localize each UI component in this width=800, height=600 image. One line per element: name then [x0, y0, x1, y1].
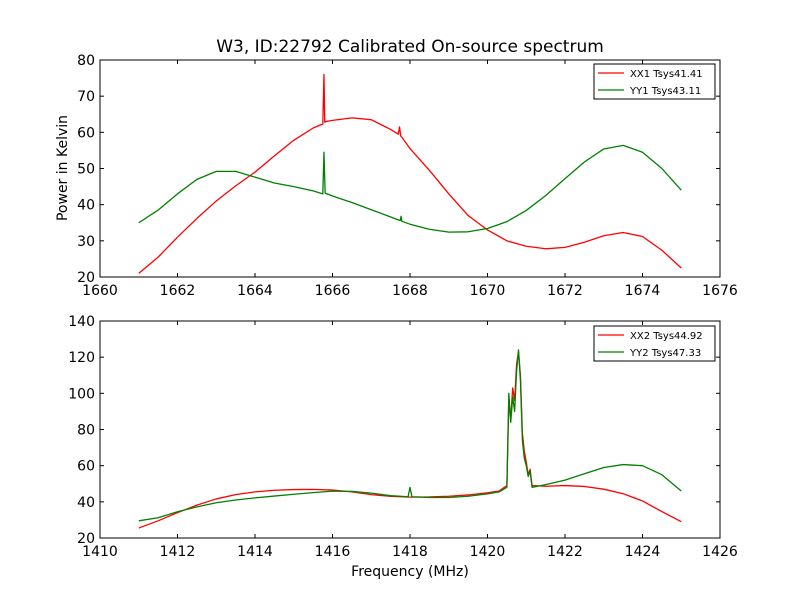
- bottom-x-tick-label: 1410: [82, 544, 118, 560]
- top-x-tick-label: 1662: [160, 283, 196, 299]
- bottom-legend: XX2 Tsys44.92 YY2 Tsys47.33: [593, 325, 716, 362]
- bottom-y-tick-label: 140: [68, 314, 95, 330]
- top-x-tick-label: 1676: [702, 283, 738, 299]
- top-legend-label-yy1: YY1 Tsys43.11: [629, 86, 701, 97]
- top-x-tick-label: 1668: [392, 283, 428, 299]
- top-x-tick-label: 1664: [237, 283, 273, 299]
- bottom-axes-frame: [99, 320, 721, 539]
- top-legend-box: [593, 63, 716, 100]
- bottom-x-tick-label: 1424: [625, 544, 661, 560]
- top-y-tick-label: 70: [77, 89, 95, 105]
- bottom-x-tick-label: 1416: [315, 544, 351, 560]
- bottom-x-tick-label: 1420: [470, 544, 506, 560]
- bottom-legend-label-xx2: XX2 Tsys44.92: [630, 331, 703, 342]
- bottom-series-line-2: [138, 349, 682, 522]
- chart-title: W3, ID:22792 Calibrated On-source spectr…: [216, 37, 604, 57]
- bottom-legend-box: [593, 325, 716, 362]
- top-series-layer: [138, 73, 682, 274]
- top-y-tick-label: 60: [77, 125, 95, 141]
- top-y-tick-label: 20: [77, 270, 95, 286]
- bottom-plot: Frequency (MHz) 1410 1412 1414 1416 1418 1420…: [68, 314, 738, 580]
- top-axes-frame: [99, 59, 721, 278]
- bottom-series-layer: [138, 349, 682, 529]
- top-y-axis-label: Power in Kelvin: [55, 115, 71, 221]
- top-legend: XX1 Tsys41.41 YY1 Tsys43.11: [593, 63, 716, 100]
- bottom-legend-label-yy2: YY2 Tsys47.33: [629, 348, 701, 359]
- top-series-line-1: [138, 73, 682, 274]
- bottom-x-tick-label: 1414: [237, 544, 273, 560]
- top-y-tick-label: 80: [77, 53, 95, 69]
- bottom-y-tick-label: 80: [77, 423, 95, 439]
- bottom-y-tick-label: 40: [77, 495, 95, 511]
- bottom-y-tick-label: 100: [68, 386, 95, 402]
- top-legend-label-xx1: XX1 Tsys41.41: [630, 69, 703, 80]
- bottom-x-tick-label: 1412: [160, 544, 196, 560]
- top-plot: W3, ID:22792 Calibrated On-source spectr…: [55, 37, 738, 299]
- bottom-x-tick-label: 1422: [547, 544, 583, 560]
- top-x-tick-label: 1674: [625, 283, 661, 299]
- top-x-tick-label: 1666: [315, 283, 351, 299]
- bottom-x-tick-label: 1426: [702, 544, 738, 560]
- top-y-tick-label: 30: [77, 234, 95, 250]
- top-x-tick-label: 1660: [82, 283, 118, 299]
- top-tick-layer: 1660 1662 1664 1666 1668 1670 1672 1674 1676 20 30…: [77, 53, 738, 299]
- bottom-y-tick-label: 120: [68, 350, 95, 366]
- top-series-line-2: [138, 144, 682, 233]
- bottom-x-tick-label: 1418: [392, 544, 428, 560]
- bottom-x-axis-label: Frequency (MHz): [351, 564, 469, 580]
- top-y-tick-label: 40: [77, 198, 95, 214]
- top-x-tick-label: 1672: [547, 283, 583, 299]
- bottom-tick-layer: 1410 1412 1414 1416 1418 1420 1422 1424 1426 20 40…: [68, 314, 738, 560]
- bottom-y-tick-label: 60: [77, 459, 95, 475]
- top-x-tick-label: 1670: [470, 283, 506, 299]
- top-y-tick-label: 50: [77, 162, 95, 178]
- bottom-y-tick-label: 20: [77, 531, 95, 547]
